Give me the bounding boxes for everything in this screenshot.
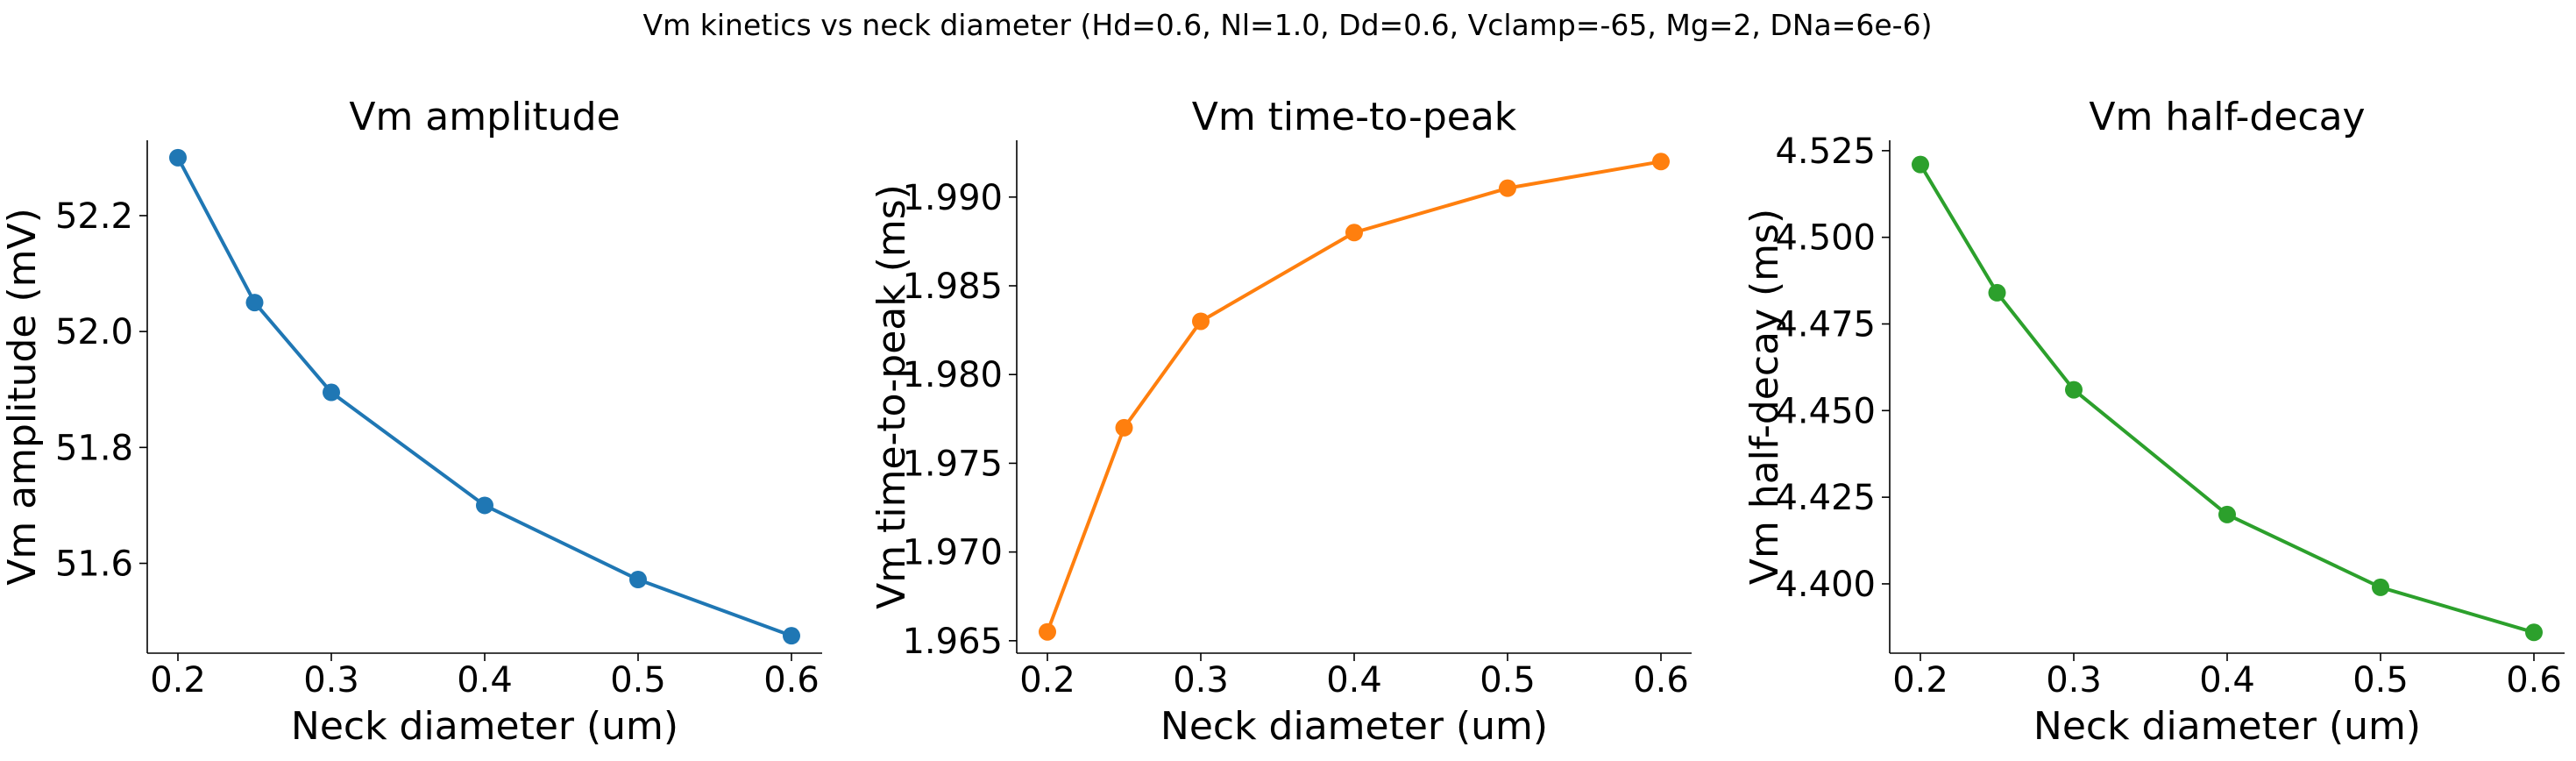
y-tick-label: 4.500	[1775, 218, 1876, 259]
y-tick-label: 51.6	[55, 544, 133, 585]
data-point	[783, 627, 800, 645]
data-point	[1652, 153, 1670, 171]
data-point	[2218, 505, 2236, 523]
data-point	[1912, 155, 1929, 174]
chart-title: Vm amplitude	[349, 95, 620, 139]
y-tick-label: 4.525	[1775, 132, 1876, 172]
y-tick-label: 51.8	[55, 428, 133, 468]
y-tick-label: 52.0	[55, 312, 133, 352]
data-point	[2525, 623, 2543, 642]
y-tick-label: 4.475	[1775, 304, 1876, 345]
chart-panel-3: 0.2 0.3 0.4 0.5 0.6 4.400 4.425 4.450 4.475 4.500…	[1742, 95, 2565, 749]
x-tick-label: 0.3	[1173, 660, 1229, 701]
data-point	[2372, 578, 2389, 596]
data-point	[169, 148, 187, 167]
y-tick-label: 4.400	[1775, 565, 1876, 605]
data-point	[245, 294, 264, 312]
x-axis-label: Neck diameter (um)	[2033, 704, 2421, 749]
y-axis-label: Vm half-decay (ms)	[1742, 209, 1787, 585]
x-tick-label: 0.4	[457, 660, 513, 701]
data-point	[1192, 312, 1210, 331]
y-tick-label: 1.985	[902, 267, 1003, 307]
y-axis-label: Vm time-to-peak (ms)	[869, 184, 914, 609]
chart-panel-2: 0.2 0.3 0.4 0.5 0.6 1.965 1.970 1.975 1.980 1.985…	[869, 95, 1692, 749]
y-tick-label: 1.990	[902, 178, 1003, 218]
x-tick-label: 0.3	[303, 660, 359, 701]
series-line	[1046, 160, 1662, 633]
y-axis-label: Vm amplitude (mV)	[0, 208, 45, 586]
data-point	[1499, 179, 1516, 197]
data-point	[1039, 622, 1056, 641]
series-line	[176, 156, 792, 638]
x-tick-label: 0.2	[1892, 660, 1948, 701]
chart-title: Vm half-decay	[2089, 95, 2365, 139]
data-point	[476, 496, 493, 515]
x-axis-label: Neck diameter (um)	[291, 704, 678, 749]
x-tick-label: 0.2	[150, 660, 206, 701]
y-tick-label: 4.425	[1775, 478, 1876, 518]
data-point	[1988, 283, 2006, 302]
x-tick-label: 0.4	[2199, 660, 2255, 701]
x-tick-label: 0.6	[2506, 660, 2562, 701]
data-point	[1115, 418, 1133, 437]
series-line	[1919, 163, 2535, 635]
x-tick-label: 0.2	[1019, 660, 1075, 701]
data-point	[1345, 224, 1363, 242]
figure-suptitle: Vm kinetics vs neck diameter (Hd=0.6, Nl…	[643, 8, 1933, 42]
y-tick-label: 52.2	[55, 196, 133, 237]
data-point	[629, 571, 647, 589]
x-tick-label: 0.6	[763, 660, 820, 701]
x-tick-label: 0.5	[1480, 660, 1536, 701]
y-tick-label: 1.965	[902, 622, 1003, 662]
x-tick-label: 0.6	[1633, 660, 1689, 701]
y-tick-label: 1.975	[902, 444, 1003, 484]
data-point	[323, 383, 340, 402]
chart-panel-1: 0.2 0.3 0.4 0.5 0.651.651.852.052.2Vm amplit…	[0, 95, 822, 749]
y-tick-label: 4.450	[1775, 391, 1876, 431]
x-tick-label: 0.5	[610, 660, 666, 701]
y-tick-label: 1.970	[902, 533, 1003, 573]
data-point	[2065, 380, 2083, 399]
x-axis-label: Neck diameter (um)	[1160, 704, 1548, 749]
chart-title: Vm time-to-peak	[1192, 95, 1517, 139]
y-tick-label: 1.980	[902, 355, 1003, 395]
x-tick-label: 0.3	[2046, 660, 2102, 701]
x-tick-label: 0.5	[2352, 660, 2409, 701]
x-tick-label: 0.4	[1326, 660, 1382, 701]
